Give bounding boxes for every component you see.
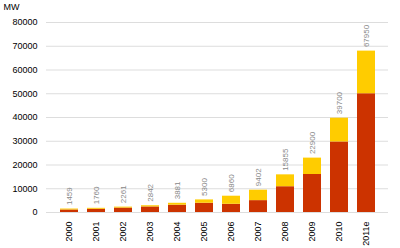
svg-text:10000: 10000 xyxy=(12,184,37,194)
svg-text:40000: 40000 xyxy=(12,112,37,122)
svg-text:1459: 1459 xyxy=(65,187,74,205)
svg-text:67950: 67950 xyxy=(362,24,371,47)
svg-text:80000: 80000 xyxy=(12,17,37,27)
svg-text:70000: 70000 xyxy=(12,41,37,51)
svg-text:2842: 2842 xyxy=(146,183,155,201)
svg-text:2009: 2009 xyxy=(307,222,317,242)
svg-text:1760: 1760 xyxy=(92,186,101,204)
svg-text:2006: 2006 xyxy=(226,222,236,242)
svg-text:2011e: 2011e xyxy=(361,222,371,246)
svg-text:6860: 6860 xyxy=(227,174,236,192)
svg-text:30000: 30000 xyxy=(12,136,37,146)
svg-text:0: 0 xyxy=(32,207,37,217)
svg-text:2007: 2007 xyxy=(253,222,263,242)
svg-text:2261: 2261 xyxy=(119,185,128,203)
svg-text:9402: 9402 xyxy=(254,168,263,186)
svg-text:50000: 50000 xyxy=(12,89,37,99)
svg-text:2004: 2004 xyxy=(172,222,182,242)
svg-text:2005: 2005 xyxy=(199,222,209,242)
svg-text:2003: 2003 xyxy=(145,222,155,242)
svg-text:2002: 2002 xyxy=(118,222,128,242)
svg-text:2010: 2010 xyxy=(334,222,344,242)
svg-text:2000: 2000 xyxy=(64,222,74,242)
svg-text:22900: 22900 xyxy=(308,131,317,154)
svg-text:39700: 39700 xyxy=(335,91,344,114)
svg-text:60000: 60000 xyxy=(12,65,37,75)
svg-text:5300: 5300 xyxy=(200,178,209,196)
svg-text:20000: 20000 xyxy=(12,160,37,170)
svg-text:2008: 2008 xyxy=(280,222,290,242)
svg-text:3881: 3881 xyxy=(173,181,182,199)
svg-text:2001: 2001 xyxy=(91,222,101,242)
svg-text:MW: MW xyxy=(4,2,20,12)
svg-text:15855: 15855 xyxy=(281,148,290,171)
